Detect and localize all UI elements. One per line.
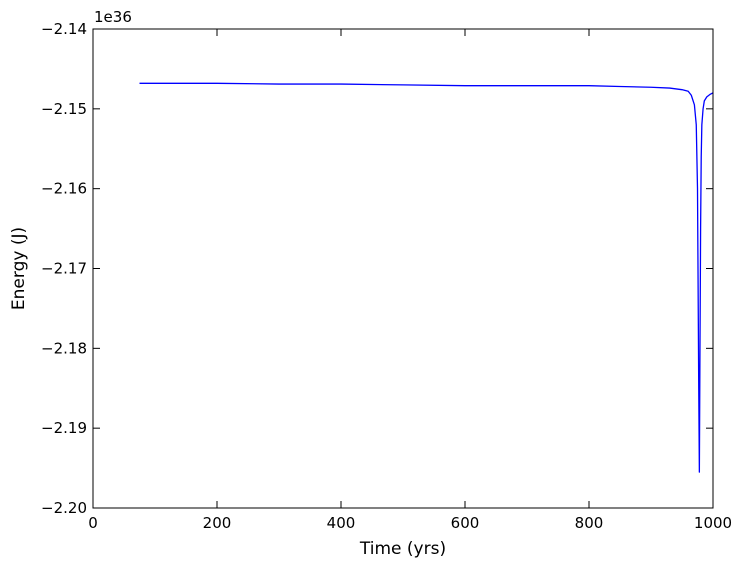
x-tick-label: 1000 (694, 514, 732, 532)
y-tick-label: −2.15 (41, 100, 87, 118)
y-tick-label: −2.16 (41, 180, 87, 198)
x-tick-label: 800 (575, 514, 604, 532)
y-tick-label: −2.19 (41, 419, 87, 437)
x-tick-label: 400 (327, 514, 356, 532)
y-offset-text: 1e36 (94, 8, 132, 26)
x-tick-label: 200 (203, 514, 232, 532)
x-axis-label: Time (yrs) (359, 539, 446, 559)
ticks-layer: 0 200 400 600 800 1000 −2.20 −2.19 −2.18 −2.17 −2.… (41, 20, 732, 532)
y-tick-label: −2.20 (41, 499, 87, 517)
y-axis-label: Energy (J) (9, 227, 29, 310)
y-tick-label: −2.18 (41, 339, 87, 357)
x-tick-label: 600 (451, 514, 480, 532)
energy-series-line (139, 82, 714, 473)
y-tick-label: −2.14 (41, 20, 87, 38)
y-tick-label: −2.17 (41, 260, 87, 278)
x-tick-label: 0 (88, 514, 98, 532)
series-layer (139, 82, 714, 473)
plot-frame (92, 28, 714, 509)
